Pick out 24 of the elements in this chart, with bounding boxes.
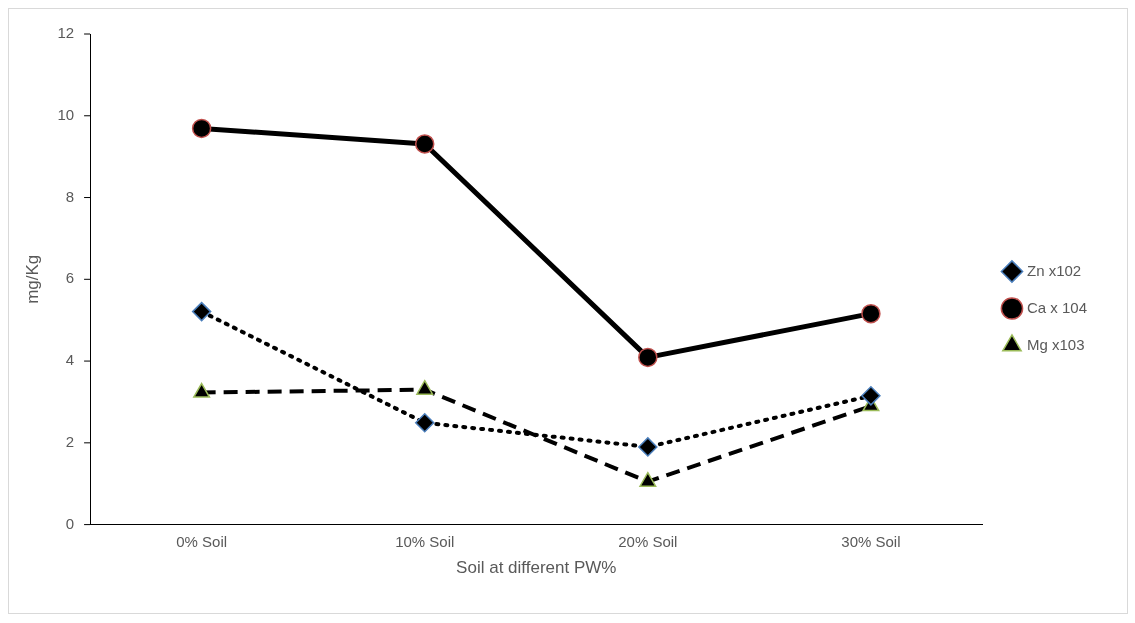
legend-label: Zn x102 <box>1026 261 1082 279</box>
point <box>414 134 435 154</box>
x-tick-label: 30% Soil <box>841 532 901 550</box>
point <box>861 386 881 406</box>
point <box>191 118 212 139</box>
point <box>638 437 658 457</box>
legend-label: Mg x103 <box>1026 335 1085 353</box>
point <box>414 413 435 433</box>
y-tick-label: 2 <box>65 432 75 450</box>
x-tick-label: 10% Soil <box>395 532 455 550</box>
y-tick-label: 10 <box>57 105 75 123</box>
y-tick-label: 8 <box>65 187 75 205</box>
y-tick-label: 6 <box>65 269 75 287</box>
y-tick-label: 12 <box>57 24 75 42</box>
x-tick-label: 20% Soil <box>618 532 678 550</box>
point <box>191 301 212 322</box>
y-axis-title: mg/Kg <box>22 254 42 304</box>
x-tick-label: 0% Soil <box>176 532 228 550</box>
y-tick-label: 4 <box>65 351 75 369</box>
point <box>638 347 658 368</box>
point <box>861 303 881 324</box>
legend-label: Ca x 104 <box>1026 298 1088 316</box>
x-axis-title: Soil at different PW% <box>456 558 617 578</box>
y-tick-label: 0 <box>65 514 75 532</box>
